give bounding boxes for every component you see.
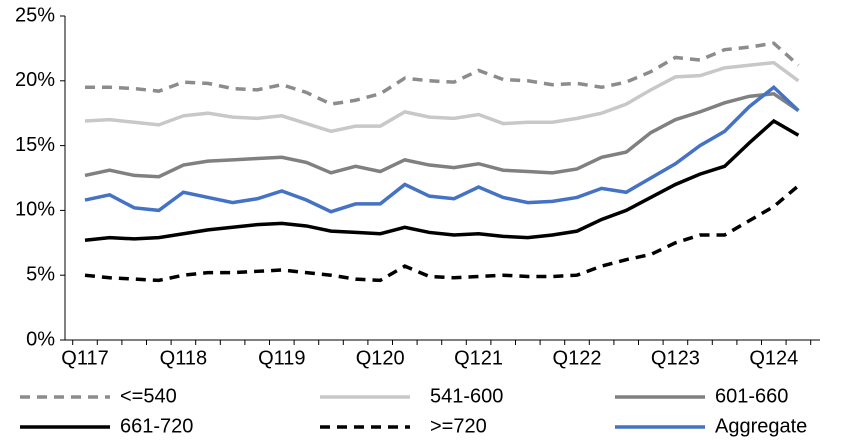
y-tick-label: 20% bbox=[15, 69, 55, 91]
x-tick-label: Q124 bbox=[749, 347, 798, 369]
y-tick-label: 0% bbox=[26, 328, 55, 350]
x-tick-label: Q121 bbox=[454, 347, 503, 369]
legend-label: 541-600 bbox=[430, 385, 503, 407]
y-tick-label: 25% bbox=[15, 4, 55, 26]
legend-label: Aggregate bbox=[715, 415, 807, 437]
x-tick-label: Q119 bbox=[258, 347, 305, 369]
x-tick-label: Q120 bbox=[356, 347, 405, 369]
series-line bbox=[84, 60, 800, 134]
legend-label: 601-660 bbox=[715, 385, 788, 407]
x-tick-label: Q122 bbox=[553, 347, 602, 369]
x-tick-label: Q117 bbox=[61, 347, 108, 369]
y-tick-label: 15% bbox=[15, 134, 55, 156]
series-line bbox=[84, 84, 800, 214]
x-tick-label: Q123 bbox=[651, 347, 700, 369]
x-tick-label: Q118 bbox=[160, 347, 207, 369]
series-line bbox=[84, 91, 800, 179]
series-line bbox=[84, 184, 800, 283]
series-line bbox=[85, 41, 800, 106]
legend-label: 661-720 bbox=[120, 415, 193, 437]
legend-label: >=720 bbox=[430, 415, 487, 437]
y-tick-label: 5% bbox=[26, 263, 55, 285]
legend-label: <=540 bbox=[120, 385, 177, 407]
series-line bbox=[84, 118, 800, 242]
y-tick-label: 10% bbox=[15, 199, 55, 221]
